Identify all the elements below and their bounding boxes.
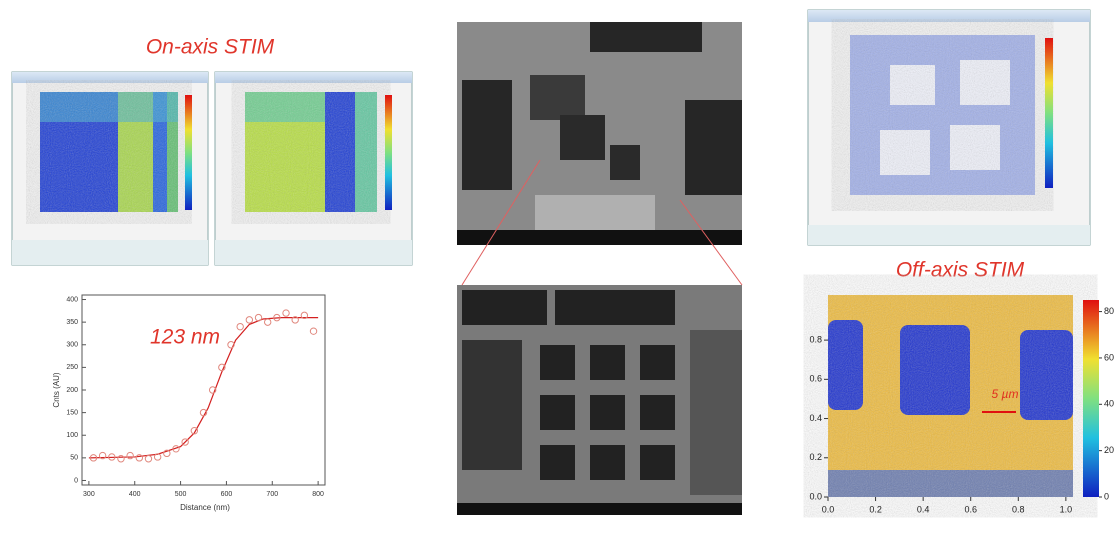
data-point	[236, 322, 244, 331]
data-point	[199, 408, 208, 417]
data-point	[208, 386, 217, 394]
y-tick-label: 350	[66, 319, 78, 326]
x-tick-label: 0.4	[917, 504, 930, 514]
data-point	[172, 445, 180, 453]
x-tick-label: 700	[266, 491, 278, 498]
sem-top	[457, 22, 742, 245]
data-point	[273, 313, 281, 322]
window-left	[11, 71, 209, 266]
panel-title: Off-axis STIM	[896, 259, 1025, 282]
data-point	[144, 455, 153, 463]
y-tick-label: 100	[66, 432, 78, 439]
x-tick-label: 0.0	[822, 504, 835, 514]
x-tick-label: 1.0	[1060, 504, 1073, 514]
y-tick-label: 250	[66, 364, 78, 371]
annotation: 5 µm	[992, 387, 1019, 401]
x-tick-label: 400	[129, 491, 141, 498]
panel-title: On-axis STIM	[146, 36, 275, 59]
data-point	[190, 427, 199, 435]
data-point	[245, 316, 254, 324]
x-tick-label: 0.2	[869, 504, 882, 514]
colorbar-tick-label: 0	[1104, 491, 1109, 501]
y-tick-label: 0.4	[809, 413, 822, 423]
data-point	[117, 455, 125, 463]
colorbar-tick-label: 60	[1104, 352, 1114, 362]
x-tick-label: 600	[221, 491, 233, 498]
data-point	[181, 438, 189, 446]
y-tick-label: 0.6	[809, 374, 822, 384]
y-tick-label: 150	[66, 409, 78, 416]
data-point	[153, 453, 162, 461]
data-point	[254, 313, 263, 322]
off-axis-map	[828, 295, 1073, 497]
window-right	[214, 71, 413, 266]
colorbar-tick-label: 20	[1104, 445, 1114, 455]
data-point	[98, 451, 107, 460]
data-point	[218, 363, 226, 372]
y-tick-label: 0.8	[809, 334, 822, 344]
data-point	[291, 316, 299, 324]
colorbar-tick-label: 40	[1104, 399, 1114, 409]
data-point	[309, 327, 318, 335]
colorbar	[1083, 300, 1099, 497]
sem-bottom	[457, 285, 742, 515]
y-tick-label: 400	[66, 296, 78, 303]
data-point	[263, 318, 272, 326]
data-point	[300, 311, 309, 320]
zoom-line	[679, 199, 743, 286]
y-tick-label: 0.0	[809, 491, 822, 501]
y-tick-label: 200	[66, 387, 78, 394]
data-point	[108, 453, 116, 461]
annotation: 123 nm	[150, 326, 220, 349]
fit-line	[88, 317, 319, 459]
y-tick-label: 300	[66, 342, 78, 349]
x-tick-label: 0.8	[1012, 504, 1025, 514]
x-axis-label: Distance (nm)	[180, 503, 230, 512]
data-point	[126, 451, 134, 460]
x-tick-label: 0.6	[964, 504, 977, 514]
data-point	[227, 341, 235, 349]
data-point	[135, 454, 144, 462]
y-axis-label: Cnts (AU)	[52, 372, 61, 407]
x-tick-label: 800	[312, 491, 324, 498]
y-tick-label: 50	[70, 455, 78, 462]
data-point	[163, 449, 171, 458]
x-tick-label: 500	[175, 491, 187, 498]
y-tick-label: 0.2	[809, 452, 822, 462]
zoom-line	[461, 159, 541, 286]
y-tick-label: 0	[74, 477, 78, 484]
colorbar-tick-label: 80	[1104, 306, 1114, 316]
data-point	[282, 309, 290, 317]
data-point	[89, 454, 98, 462]
x-tick-label: 300	[83, 491, 95, 498]
window-scatter	[807, 9, 1091, 246]
